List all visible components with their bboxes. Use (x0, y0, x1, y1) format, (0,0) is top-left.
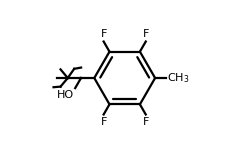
Text: F: F (101, 117, 107, 127)
Text: F: F (142, 29, 148, 39)
Text: CH$_3$: CH$_3$ (166, 71, 189, 85)
Text: HO: HO (57, 90, 74, 100)
Text: F: F (142, 117, 148, 127)
Text: F: F (100, 29, 106, 39)
